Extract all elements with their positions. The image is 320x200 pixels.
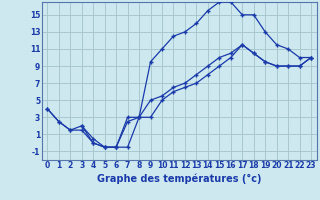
X-axis label: Graphe des températures (°c): Graphe des températures (°c) <box>97 173 261 184</box>
